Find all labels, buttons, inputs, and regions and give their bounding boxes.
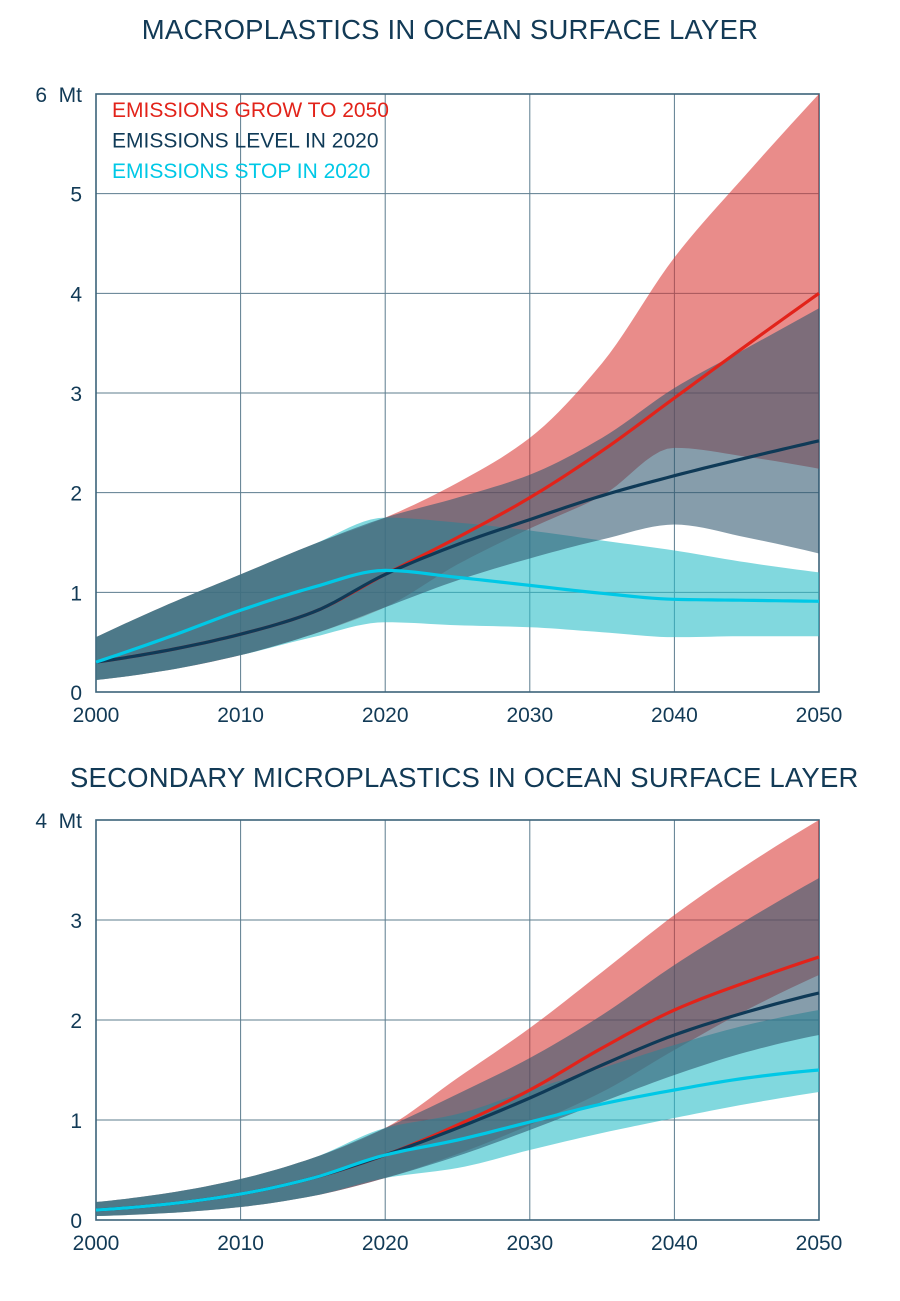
svg-text:3: 3 xyxy=(70,383,82,406)
svg-text:2010: 2010 xyxy=(217,1232,264,1255)
svg-text:5: 5 xyxy=(70,184,82,207)
svg-text:2: 2 xyxy=(70,1010,82,1033)
svg-text:2020: 2020 xyxy=(362,1232,409,1255)
svg-text:2010: 2010 xyxy=(217,704,264,727)
svg-text:4 Mt: 4 Mt xyxy=(35,810,82,833)
svg-text:4: 4 xyxy=(70,283,82,306)
svg-text:2030: 2030 xyxy=(506,1232,553,1255)
svg-text:1: 1 xyxy=(70,1110,82,1133)
svg-text:EMISSIONS STOP IN 2020: EMISSIONS STOP IN 2020 xyxy=(112,160,370,183)
svg-text:2050: 2050 xyxy=(796,1232,843,1255)
svg-text:6 Mt: 6 Mt xyxy=(35,84,82,107)
svg-text:2020: 2020 xyxy=(362,704,409,727)
svg-text:EMISSIONS GROW TO 2050: EMISSIONS GROW TO 2050 xyxy=(112,99,389,122)
svg-text:2030: 2030 xyxy=(506,704,553,727)
svg-text:0: 0 xyxy=(70,1210,82,1233)
svg-text:2050: 2050 xyxy=(796,704,843,727)
svg-text:1: 1 xyxy=(70,582,82,605)
svg-text:EMISSIONS LEVEL IN 2020: EMISSIONS LEVEL IN 2020 xyxy=(112,130,379,153)
svg-text:2000: 2000 xyxy=(73,1232,120,1255)
svg-text:2040: 2040 xyxy=(651,1232,698,1255)
svg-text:2: 2 xyxy=(70,483,82,506)
svg-text:3: 3 xyxy=(70,910,82,933)
svg-text:2000: 2000 xyxy=(73,704,120,727)
svg-text:0: 0 xyxy=(70,682,82,705)
svg-text:2040: 2040 xyxy=(651,704,698,727)
